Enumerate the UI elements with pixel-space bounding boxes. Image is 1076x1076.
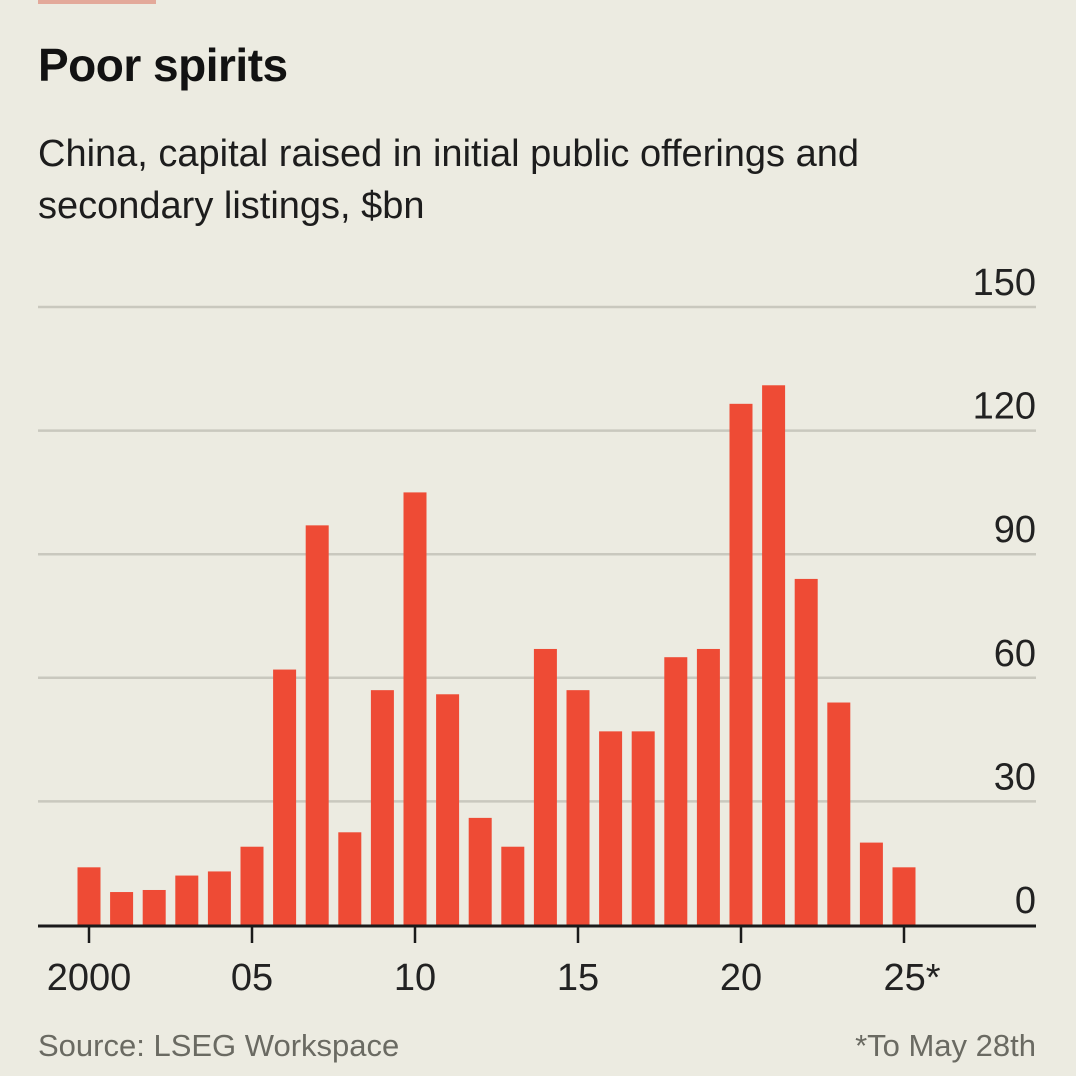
- bar-2003: [175, 875, 199, 925]
- y-tick-label: 30: [994, 756, 1036, 798]
- bar-2024: [859, 842, 883, 925]
- y-tick-label: 90: [994, 509, 1036, 551]
- x-axis: 2000 05 10 15 20 25*: [38, 924, 1036, 999]
- source-note: Source: LSEG Workspace: [38, 1028, 400, 1063]
- x-tick-label: 15: [557, 957, 599, 999]
- bar-2007: [305, 525, 329, 925]
- bar-2005: [240, 846, 264, 925]
- publication-tag: [38, 0, 156, 4]
- y-tick-label: 60: [994, 633, 1036, 675]
- y-axis-labels: 0 30 60 90 120 150: [973, 262, 1036, 922]
- bar-2013: [501, 846, 525, 925]
- bar-2022: [794, 578, 818, 925]
- bar-2019: [696, 648, 720, 925]
- bar-2009: [370, 690, 394, 925]
- chart-subtitle: China, capital raised in initial public …: [38, 133, 860, 227]
- bar-2021: [762, 385, 786, 925]
- y-tick-label: 120: [973, 386, 1036, 428]
- bar-2012: [468, 817, 492, 925]
- bar-2001: [110, 892, 134, 925]
- bar-2002: [142, 889, 166, 925]
- x-tick-label: 2000: [47, 957, 132, 999]
- bar-2014: [533, 648, 557, 925]
- bar-2018: [664, 657, 688, 925]
- bar-2017: [631, 731, 655, 925]
- bars: [77, 385, 916, 925]
- x-tick-label: 25*: [883, 957, 940, 999]
- bar-2000: [77, 867, 101, 925]
- bar-2004: [207, 871, 231, 925]
- bar-2020: [729, 403, 753, 925]
- bar-2023: [827, 702, 851, 925]
- bar-2015: [566, 690, 590, 925]
- bar-2025: [892, 867, 916, 925]
- chart-title: Poor spirits: [38, 39, 288, 91]
- bar-2006: [273, 669, 297, 925]
- x-tick-label: 20: [720, 957, 762, 999]
- bar-2008: [338, 832, 362, 925]
- footnote: *To May 28th: [855, 1028, 1036, 1063]
- bar-2016: [599, 731, 623, 925]
- x-tick-label: 05: [231, 957, 273, 999]
- y-tick-label: 0: [1015, 880, 1036, 922]
- bar-2010: [403, 492, 427, 925]
- y-tick-label: 150: [973, 262, 1036, 304]
- x-tick-label: 10: [394, 957, 436, 999]
- bar-2011: [436, 694, 460, 925]
